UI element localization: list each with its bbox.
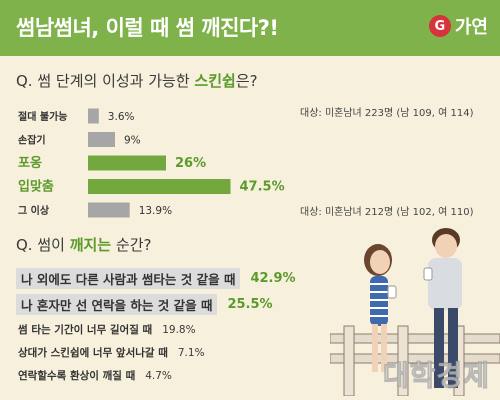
bar xyxy=(88,132,115,147)
bar-value-label: 26% xyxy=(175,156,206,171)
answer-value: 4.7% xyxy=(145,369,172,382)
answer-label: 상대가 스킨쉽에 너무 앞서나갈 때 xyxy=(18,347,168,359)
bar-value-label: 47.5% xyxy=(240,180,285,195)
woman-figure xyxy=(364,244,397,372)
bar-value-label: 3.6% xyxy=(108,111,135,123)
bar-category-label: 그 이상 xyxy=(18,204,50,217)
man-figure xyxy=(423,228,462,388)
answer-label: 나 외에도 다른 사람과 썸타는 것 같을 때 xyxy=(16,268,241,289)
sample-note-2: 대상: 미혼남녀 212명 (남 102, 여 110) xyxy=(300,207,474,218)
answer-label: 나 혼자만 선 연락을 하는 것 같을 때 xyxy=(16,294,218,315)
bar-value-label: 9% xyxy=(124,135,141,147)
answer-row: 나 혼자만 선 연락을 하는 것 같을 때 25.5% xyxy=(16,294,273,315)
brand-logo: G 가연 xyxy=(428,13,488,39)
brand-logo-text: 가연 xyxy=(454,17,488,38)
bar xyxy=(88,202,130,218)
bar-category-label: 절대 불가능 xyxy=(18,110,67,123)
couple-illustration xyxy=(330,228,500,396)
question-1-highlight: 스킨쉽 xyxy=(194,72,236,90)
brand-logo-icon: G xyxy=(428,15,451,37)
answer-value: 19.8% xyxy=(162,323,196,336)
question-2: Q. 썸이 깨지는 순간? xyxy=(16,234,151,255)
question-1: Q. 썸 단계의 이성과 가능한 스킨쉽은? xyxy=(16,70,258,91)
bar xyxy=(88,108,99,124)
skinship-bar-chart: 절대 불가능 3.6% 손잡기 9% 포옹 26% 입맞춤 47.5% 그 이상 13.9% xyxy=(18,108,285,218)
answer-value: 7.1% xyxy=(177,346,205,359)
page-title: 썸남썸녀, 이럴 때 썸 깨진다?! xyxy=(16,16,279,40)
sample-note-1: 대상: 미혼남녀 223명 (남 109, 여 114) xyxy=(300,108,474,119)
header-banner: 썸남썸녀, 이럴 때 썸 깨진다?! G 가연 xyxy=(0,0,500,56)
question-2-suffix: 순간? xyxy=(111,236,152,254)
bar xyxy=(88,179,231,194)
bar xyxy=(88,155,166,171)
answer-row: 나 외에도 다른 사람과 썸타는 것 같을 때 42.9% xyxy=(16,268,296,289)
answer-label: 썸 타는 기간이 너무 길어질 때 xyxy=(18,324,153,336)
question-2-prefix: Q. 썸이 xyxy=(16,236,70,254)
bar-category-label: 손잡기 xyxy=(18,134,46,147)
answer-label: 연락할수록 환상이 깨질 때 xyxy=(18,370,136,382)
answer-row: 썸 타는 기간이 너무 길어질 때 19.8% xyxy=(16,322,196,337)
question-2-highlight: 깨지는 xyxy=(69,236,112,254)
answer-value: 42.9% xyxy=(250,271,296,286)
question-1-prefix: Q. 썸 단계의 이성과 가능한 xyxy=(16,72,195,90)
answer-row: 상대가 스킨쉽에 너무 앞서나갈 때 7.1% xyxy=(16,345,205,360)
watermark: 대학경제 xyxy=(382,359,490,393)
bar-category-label: 입맞춤 xyxy=(18,179,54,195)
answer-row: 연락할수록 환상이 깨질 때 4.7% xyxy=(16,368,172,383)
bar-value-label: 13.9% xyxy=(139,205,172,217)
bar-category-label: 포옹 xyxy=(18,155,42,171)
question-1-suffix: 은? xyxy=(235,72,258,90)
answer-value: 25.5% xyxy=(227,297,273,312)
